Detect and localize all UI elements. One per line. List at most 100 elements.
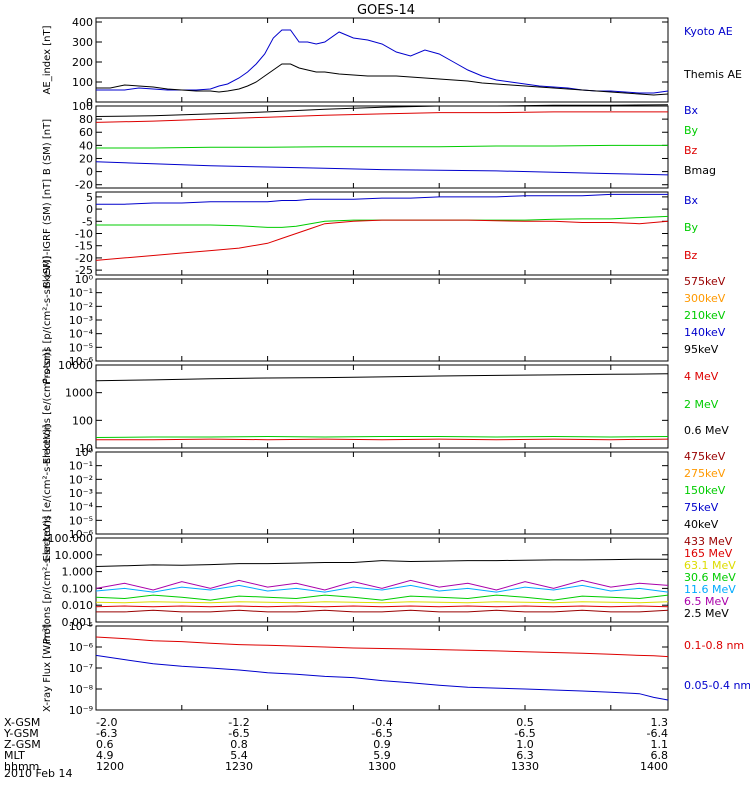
- y-axis-label: AE_index [nT]: [42, 25, 53, 94]
- y-tick-label: 10⁻⁴: [69, 328, 94, 341]
- y-tick-label: 100: [72, 76, 93, 89]
- y-tick-label: 10⁰: [75, 446, 94, 459]
- x-table-value: 1230: [225, 760, 253, 773]
- x-table-value: -1.2: [228, 716, 249, 729]
- y-tick-label: 400: [72, 16, 93, 29]
- legend-entry: 11.6 MeV: [684, 583, 736, 596]
- x-table-value: -6.5: [371, 727, 392, 740]
- x-table-value: -0.4: [371, 716, 392, 729]
- panel-frame: [95, 191, 669, 276]
- legend-entry: Bx: [684, 104, 699, 117]
- series-line-0-05-0-4-nm: [95, 654, 669, 701]
- panel-frame: [95, 278, 669, 362]
- series-line-bx: [95, 161, 669, 176]
- y-tick-label: 10⁻⁹: [69, 704, 93, 717]
- x-table-value: 6.8: [651, 749, 669, 762]
- date-label: 2010 Feb 14: [4, 767, 72, 780]
- y-tick-label: 300: [72, 36, 93, 49]
- legend-entry: 6.5 MeV: [684, 595, 729, 608]
- y-tick-label: 0: [86, 203, 93, 216]
- y-tick-label: 10⁻⁸: [69, 683, 94, 696]
- y-tick-label: 10⁻⁶: [69, 355, 94, 368]
- y-tick-label: 10⁻³: [69, 314, 93, 327]
- legend-entry: 140keV: [684, 326, 726, 339]
- y-axis-label: B (SM) [nT]: [42, 119, 53, 175]
- x-table-value: 1200: [96, 760, 124, 773]
- legend-entry: 75keV: [684, 501, 719, 514]
- series-line-165-mev: [95, 605, 669, 608]
- legend-entry: 40keV: [684, 518, 719, 531]
- x-table-value: -2.0: [96, 716, 117, 729]
- y-tick-label: 10⁻⁴: [69, 501, 94, 514]
- series-line-bz: [95, 219, 669, 261]
- y-tick-label: 10⁻⁶: [69, 528, 94, 541]
- x-table-value: 1400: [640, 760, 668, 773]
- y-tick-label: 100: [72, 100, 93, 113]
- y-axis-label: X-ray Flux [W/m²]: [42, 624, 53, 712]
- legend-entry: 433 MeV: [684, 535, 733, 548]
- series-line-11-6-mev: [95, 584, 669, 593]
- series-line-bz: [95, 111, 668, 123]
- legend-entry: 300keV: [684, 292, 726, 305]
- panel-frame: [95, 364, 669, 449]
- legend-entry: 4 MeV: [684, 370, 719, 383]
- series-line-by: [96, 144, 668, 149]
- legend-entry: 95keV: [684, 343, 719, 356]
- x-table-value: -6.3: [96, 727, 117, 740]
- panel-7: 0.001 0.010 0.100 1.000 10.000 100.000Protons…: [42, 516, 736, 644]
- x-table-row-label: X-GSM: [4, 716, 40, 729]
- y-axis-label: B (SM)-IGRF (SM) [nT]: [42, 179, 53, 288]
- x-table-value: 1.3: [651, 716, 669, 729]
- series-line-kyoto-ae: [96, 29, 669, 94]
- y-tick-label: 0.100: [62, 582, 94, 595]
- y-axis-label: Electrons [e/(cm²-s-sr)]: [42, 349, 53, 465]
- series-line-themis-ae: [96, 63, 669, 96]
- series-line-4-mev: [96, 438, 669, 441]
- legend-entry: 0.05-0.4 nm: [684, 679, 750, 692]
- y-axis-label: Electrons [e/(cm²-s-sr-keV)]: [42, 424, 53, 561]
- panel-5: 10 100 1000 10000 Electrons [e/(cm²-s-sr)] 4 …: [42, 349, 729, 465]
- y-tick-label: 0.010: [62, 599, 94, 612]
- x-table-value: 1.0: [516, 738, 534, 751]
- x-table-value: 0.5: [516, 716, 534, 729]
- y-tick-label: 10⁻²: [69, 473, 93, 486]
- legend-entry: Bx: [684, 194, 699, 207]
- legend-entry: 2 MeV: [684, 398, 719, 411]
- series-line-0-6-mev: [95, 373, 669, 382]
- x-table-value: 5.9: [373, 749, 391, 762]
- x-table-row-label: hhmm: [4, 760, 39, 773]
- panel-1: 0 100 200 300 400 AE_index [nT] Kyoto AE Themis…: [42, 16, 742, 109]
- y-tick-label: 1.000: [62, 566, 94, 579]
- legend-entry: 575keV: [684, 275, 726, 288]
- x-table-value: 1330: [511, 760, 539, 773]
- y-tick-label: 10⁻¹: [69, 287, 93, 300]
- panel-frame: [95, 17, 669, 103]
- series-line-2-mev: [95, 435, 669, 438]
- series-line-bx: [96, 193, 668, 205]
- y-tick-label: 10⁰: [75, 273, 94, 286]
- legend-entry: 210keV: [684, 309, 726, 322]
- x-table-row-label: Y-GSM: [3, 727, 39, 740]
- x-table-value: 0.9: [373, 738, 391, 751]
- legend-entry: Themis AE: [683, 68, 742, 81]
- y-tick-label: 40: [79, 139, 93, 152]
- x-table-value: 5.4: [230, 749, 248, 762]
- series-line-6-5-mev: [95, 579, 669, 591]
- y-tick-label: -20: [75, 179, 93, 192]
- series-line-433-mev: [96, 609, 669, 613]
- y-tick-label: 5: [86, 191, 93, 204]
- y-tick-label: 60: [79, 126, 93, 139]
- x-table-value: 0.8: [230, 738, 248, 751]
- y-tick-label: 10⁻⁵: [69, 341, 93, 354]
- legend-entry: By: [684, 221, 699, 234]
- series-line-2-5-mev: [95, 558, 668, 567]
- legend-entry: 475keV: [684, 450, 726, 463]
- y-tick-label: 10⁻⁵: [69, 514, 93, 527]
- y-tick-label: -25: [75, 264, 93, 277]
- legend-entry: 150keV: [684, 484, 726, 497]
- legend-entry: Bmag: [684, 164, 716, 177]
- legend-entry: Bz: [684, 144, 698, 157]
